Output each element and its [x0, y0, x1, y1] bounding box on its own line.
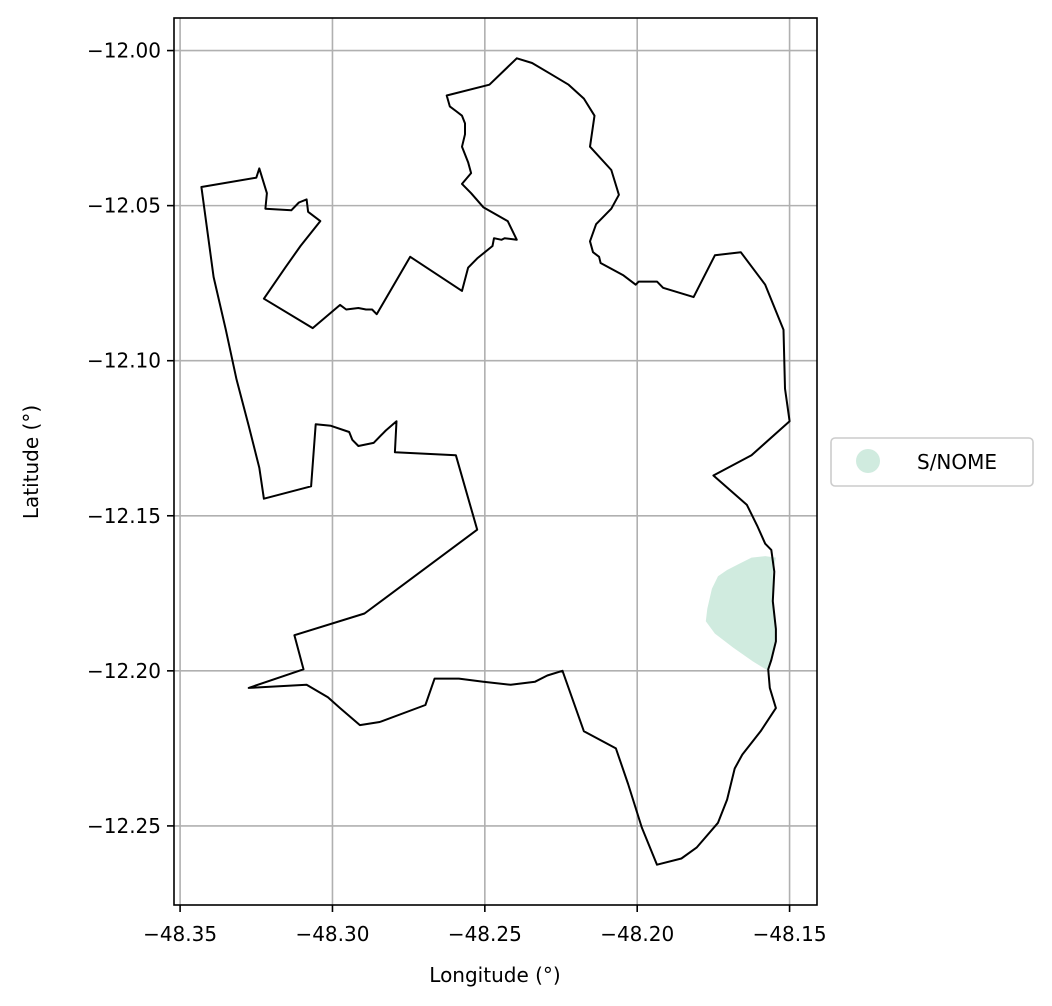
y-axis-ticks: −12.00 −12.05 −12.10 −12.15 −12.20 −12.25 [87, 39, 174, 838]
y-tick-label: −12.20 [87, 659, 161, 683]
y-tick-label: −12.05 [87, 194, 161, 218]
boundary-layer [200, 57, 791, 866]
municipality-boundary [200, 57, 791, 866]
y-axis-label: Latitude (°) [19, 405, 43, 519]
legend-frame [830, 437, 1034, 487]
legend-marker-s-nome [856, 449, 880, 473]
x-tick-label: −48.25 [448, 922, 522, 946]
plot-area-frame [173, 17, 818, 906]
region-s-nome [705, 556, 776, 671]
x-tick-label: −48.35 [143, 922, 217, 946]
x-axis-ticks: −48.35 −48.30 −48.25 −48.20 −48.15 [143, 905, 827, 946]
x-tick-label: −48.30 [295, 922, 369, 946]
legend-label-s-nome: S/NOME [917, 450, 997, 474]
regions-layer [705, 556, 776, 671]
x-tick-label: −48.20 [600, 922, 674, 946]
x-tick-label: −48.15 [753, 922, 827, 946]
y-tick-label: −12.00 [87, 39, 161, 63]
y-tick-label: −12.10 [87, 349, 161, 373]
y-tick-label: −12.15 [87, 504, 161, 528]
gridlines [174, 18, 817, 905]
x-axis-label: Longitude (°) [429, 963, 560, 987]
legend: S/NOME [830, 437, 1034, 487]
y-tick-label: −12.25 [87, 814, 161, 838]
